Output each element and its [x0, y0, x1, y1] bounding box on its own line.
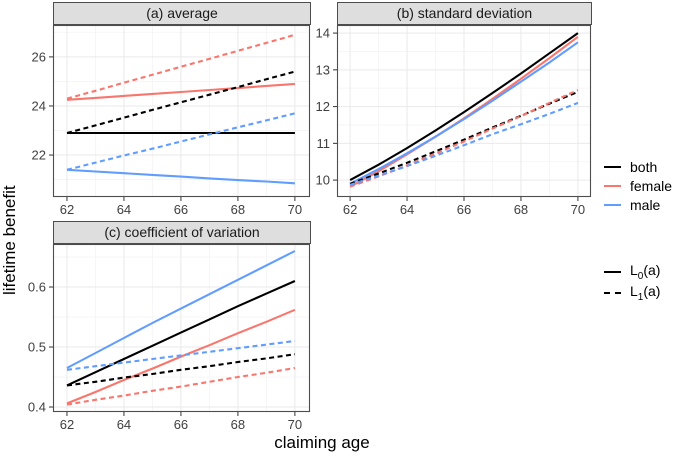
dashed-line-key-icon	[604, 291, 621, 294]
linetype-legend: L0(a) L1(a)	[604, 261, 660, 303]
legend-label-l1: L1(a)	[630, 282, 661, 303]
legend-label-female: female	[630, 177, 673, 194]
legend-item-both: both	[604, 157, 672, 176]
svg-text:66: 66	[457, 202, 471, 217]
svg-text:62: 62	[60, 417, 74, 432]
svg-text:68: 68	[231, 202, 245, 217]
svg-text:62: 62	[343, 202, 357, 217]
svg-text:0.6: 0.6	[28, 280, 46, 295]
svg-text:26: 26	[32, 49, 46, 64]
panel-a-strip-title: (a) average	[53, 2, 311, 25]
both-line-key-icon	[604, 165, 621, 168]
svg-text:12: 12	[316, 99, 330, 114]
svg-text:70: 70	[288, 202, 302, 217]
solid-line-key-icon	[604, 270, 621, 273]
legend-label-l0: L0(a)	[630, 261, 661, 282]
male-line-key-icon	[604, 203, 621, 206]
svg-text:0.4: 0.4	[28, 400, 46, 415]
svg-text:70: 70	[288, 417, 302, 432]
panel-c-coefficient-of-variation-plot: 62 64 66 68 70 0.4 0.5 0.6	[28, 243, 311, 432]
color-legend: both female male	[604, 157, 672, 214]
legend-label-both: both	[630, 158, 658, 175]
svg-text:64: 64	[117, 202, 131, 217]
svg-text:68: 68	[231, 417, 245, 432]
legend-item-l0: L0(a)	[604, 261, 660, 282]
svg-text:70: 70	[571, 202, 585, 217]
legend-item-l1: L1(a)	[604, 282, 660, 303]
svg-text:10: 10	[316, 173, 330, 188]
panel-c-strip-title: (c) coefficient of variation	[53, 221, 311, 244]
y-axis-title: lifetime benefit	[0, 185, 19, 295]
svg-text:14: 14	[316, 26, 330, 41]
svg-text:24: 24	[32, 98, 46, 113]
svg-text:64: 64	[400, 202, 414, 217]
panel-b-strip-title: (b) standard deviation	[337, 2, 592, 25]
panel-b-standard-deviation-plot: 62 64 66 68 70 10 11 12 13 14	[316, 24, 592, 217]
svg-text:68: 68	[514, 202, 528, 217]
svg-text:62: 62	[60, 202, 74, 217]
svg-text:11: 11	[317, 136, 331, 151]
svg-text:13: 13	[316, 62, 330, 77]
svg-text:66: 66	[174, 417, 188, 432]
svg-text:22: 22	[32, 148, 46, 163]
svg-text:0.5: 0.5	[28, 340, 46, 355]
svg-text:66: 66	[174, 202, 188, 217]
legend-item-male: male	[604, 195, 672, 214]
legend-item-female: female	[604, 176, 672, 195]
panel-a-average-plot: 62 64 66 68 70 22 24 26	[32, 24, 311, 217]
x-axis-title: claiming age	[274, 433, 370, 452]
legend-label-male: male	[630, 196, 661, 213]
female-line-key-icon	[604, 184, 621, 187]
svg-text:64: 64	[117, 417, 131, 432]
